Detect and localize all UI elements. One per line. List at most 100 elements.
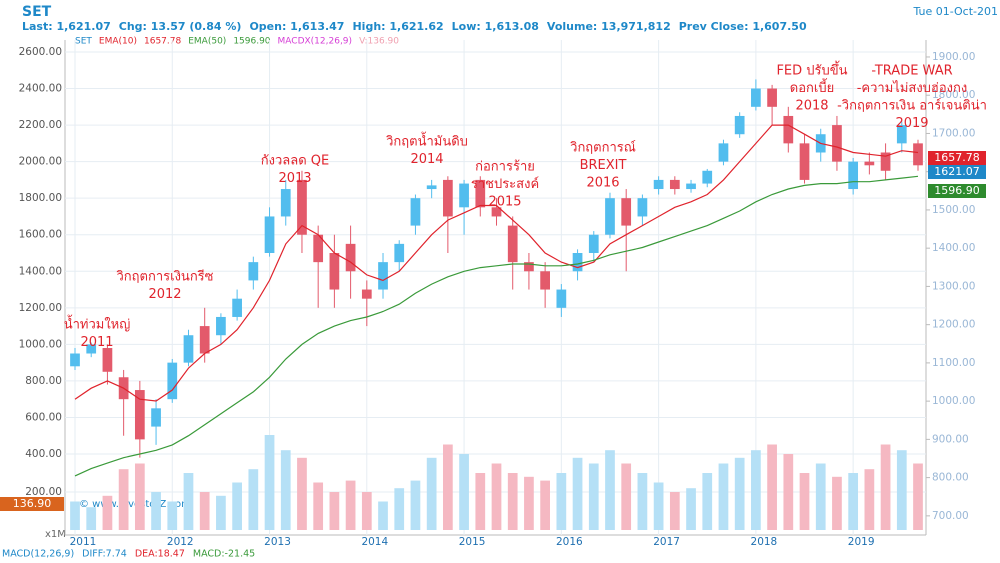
macd-item: MACD(12,26,9): [2, 549, 74, 560]
volume-bar: [361, 492, 372, 530]
y2-tick-label: 900.00: [932, 433, 969, 445]
volume-bar: [702, 473, 713, 530]
candle-body: [540, 271, 550, 290]
volume-bar: [280, 450, 291, 530]
candle-body: [653, 179, 664, 190]
volume-bar: [637, 473, 648, 530]
y-tick-label: 800.00: [25, 375, 62, 387]
candle-body: [70, 353, 80, 367]
ema-line: [74, 124, 919, 402]
annotation: กังวลลด QE: [261, 154, 329, 169]
annotation: -ความไม่สงบฮ่องกง: [857, 80, 968, 96]
candle-body: [361, 289, 372, 299]
candle-body: [216, 316, 226, 336]
candle-body: [621, 198, 632, 226]
quote-item: Last: 1,621.07: [22, 20, 111, 33]
volume-bar: [394, 488, 405, 530]
y-tick-label: 1000.00: [19, 338, 62, 350]
volume-bar: [199, 492, 210, 530]
volume-bar: [653, 482, 664, 530]
candle-body: [86, 344, 97, 354]
candle-body: [556, 289, 567, 308]
legend-item: SET: [75, 37, 92, 47]
candle-body: [459, 183, 469, 208]
volume-bar: [86, 507, 97, 530]
volume-bar: [686, 488, 696, 530]
volume-bar: [556, 473, 567, 530]
volume-bar: [718, 463, 729, 530]
y2-tick-label: 1400.00: [932, 242, 975, 254]
y-tick-label: 1400.00: [19, 265, 62, 277]
candle-body: [297, 179, 307, 235]
candle-body: [167, 362, 178, 400]
candle-body: [134, 390, 145, 440]
y-tick-label: 400.00: [25, 448, 62, 460]
last-value-box: [928, 151, 986, 165]
volume-bar: [815, 463, 826, 530]
volume-bar: [621, 463, 632, 530]
annotation: 2016: [586, 176, 619, 191]
legend-item: 1596.90: [233, 37, 270, 47]
volume-bar: [264, 435, 275, 530]
volume-bar: [102, 495, 113, 530]
volume-tick-label: 200.00: [25, 486, 62, 498]
volume-bar: [118, 469, 129, 530]
volume-bar: [605, 450, 615, 530]
last-value-box: [928, 165, 986, 179]
quote-item: Open: 1,613.47: [249, 20, 344, 33]
y-tick-label: 2400.00: [19, 83, 62, 95]
last-value-box: [928, 184, 986, 198]
candle-body: [232, 298, 242, 317]
y2-tick-label: 1500.00: [932, 204, 975, 216]
y2-tick-label: 1300.00: [932, 280, 975, 292]
annotation: -TRADE WAR: [871, 64, 952, 79]
x-tick-label: 2019: [848, 536, 875, 548]
macd-item: MACD:-21.45: [193, 549, 255, 560]
candle-body: [896, 125, 907, 144]
annotation: วิกฤตการณ์: [569, 140, 635, 156]
legend-item: EMA(50): [188, 37, 226, 47]
annotation: BREXIT: [580, 158, 627, 173]
candle-body: [848, 161, 859, 190]
annotation: วิกฤตการเงินกรีซ: [116, 269, 214, 285]
y2-tick-label: 1900.00: [932, 51, 975, 63]
candle-body: [686, 183, 696, 190]
candle-body: [329, 253, 340, 290]
y2-tick-label: 1000.00: [932, 395, 975, 407]
candle-body: [637, 198, 648, 217]
candle-body: [880, 152, 891, 171]
quote-item: Low: 1,613.08: [452, 20, 539, 33]
annotation: ก่อการร้าย: [475, 160, 535, 175]
ema-line: [74, 175, 919, 477]
candle-body: [410, 198, 421, 226]
volume-label: 136.90: [13, 497, 52, 510]
candle-body: [183, 335, 194, 363]
volume-bar: [507, 473, 518, 530]
quote-item: Chg: 13.57 (0.84 %): [119, 20, 242, 33]
x-tick-label: 2013: [264, 536, 291, 548]
quote-item: Volume: 13,971,812: [547, 20, 671, 33]
legend-item: V:136.90: [359, 37, 399, 47]
volume-bar: [410, 480, 421, 530]
volume-bar: [864, 469, 875, 530]
candle-body: [783, 115, 794, 144]
volume-bar: [734, 457, 745, 530]
candle-body: [799, 143, 810, 180]
candle-body: [264, 216, 275, 253]
annotation: 2014: [410, 152, 443, 167]
macd-item: DIFF:7.74: [82, 549, 127, 560]
volume-bar: [896, 450, 907, 530]
annotation: 2015: [488, 195, 521, 210]
volume-bar: [669, 492, 680, 530]
annotation: 2013: [278, 171, 311, 186]
quote-item: High: 1,621.62: [352, 20, 443, 33]
annotation: น้ำท่วมใหญ่: [64, 315, 131, 333]
volume-bar: [426, 457, 437, 530]
candle-body: [718, 143, 729, 162]
volume-bar: [329, 492, 340, 530]
candle-body: [102, 348, 113, 372]
chart-title: SET: [22, 4, 52, 20]
volume-bar: [491, 463, 502, 530]
annotation: 2011: [80, 335, 113, 350]
